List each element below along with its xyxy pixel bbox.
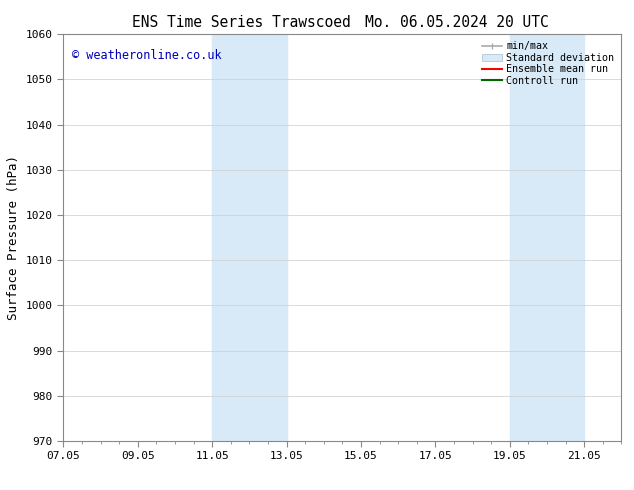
Legend: min/max, Standard deviation, Ensemble mean run, Controll run: min/max, Standard deviation, Ensemble me… xyxy=(481,39,616,88)
Text: © weatheronline.co.uk: © weatheronline.co.uk xyxy=(72,49,221,62)
Y-axis label: Surface Pressure (hPa): Surface Pressure (hPa) xyxy=(8,155,20,320)
Bar xyxy=(510,34,584,441)
Text: ENS Time Series Trawscoed: ENS Time Series Trawscoed xyxy=(131,15,351,30)
Text: Mo. 06.05.2024 20 UTC: Mo. 06.05.2024 20 UTC xyxy=(365,15,548,30)
Bar xyxy=(212,34,287,441)
